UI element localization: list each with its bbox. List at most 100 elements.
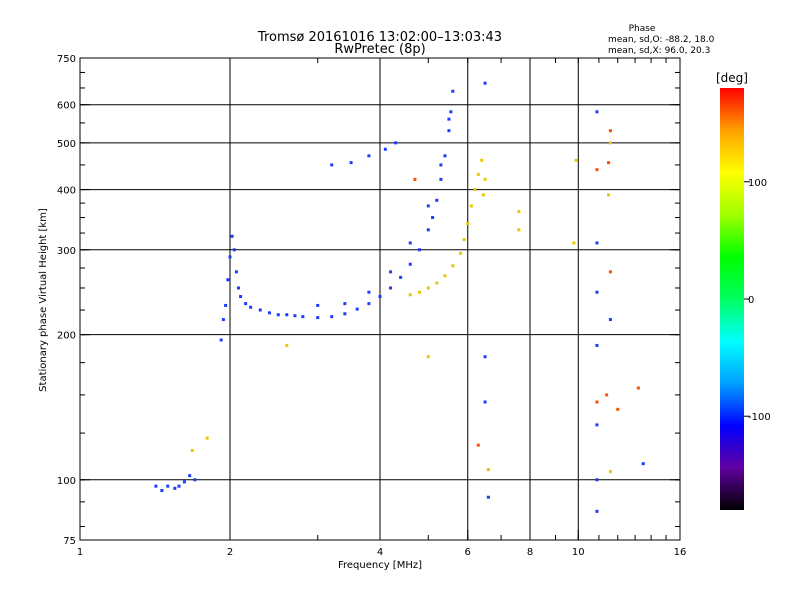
data-point [258, 308, 262, 312]
data-point [367, 302, 371, 306]
data-point [451, 264, 455, 268]
data-point [435, 281, 439, 285]
data-point [486, 495, 490, 499]
data-point [486, 468, 490, 472]
data-point [330, 315, 334, 319]
data-point [458, 251, 462, 255]
data-point [607, 161, 611, 165]
data-point [435, 198, 439, 202]
data-point [367, 154, 371, 158]
data-point [426, 228, 430, 232]
colorbar-label: [deg] [716, 71, 748, 85]
x-tick-label: 2 [227, 547, 233, 558]
data-point [443, 274, 447, 278]
data-point [267, 311, 271, 315]
data-point [190, 449, 194, 453]
data-point [607, 193, 611, 197]
colorbar-tick-label: 100 [748, 178, 767, 189]
x-tick-label: 8 [527, 547, 533, 558]
data-point [301, 315, 305, 319]
stats-o-line: mean, sd,O: -88.2, 18.0 [608, 35, 715, 45]
data-point [595, 509, 599, 513]
data-point [483, 81, 487, 85]
data-point [595, 400, 599, 404]
data-point [232, 248, 236, 252]
data-point [408, 241, 412, 245]
data-point [244, 302, 248, 306]
data-point [219, 338, 223, 342]
data-point [378, 295, 382, 299]
data-point [343, 312, 347, 316]
colorbar [720, 88, 744, 510]
y-tick-label: 400 [57, 186, 76, 197]
data-point [608, 141, 612, 145]
data-point [205, 436, 209, 440]
data-point [605, 393, 609, 397]
data-point [228, 255, 232, 259]
data-point [177, 484, 181, 488]
data-point [426, 286, 430, 290]
data-point [595, 290, 599, 294]
y-axis-ticks: 75 100 200 300 400 500 600 750 [57, 54, 680, 547]
data-point [572, 241, 576, 245]
data-point [595, 110, 599, 114]
data-point [383, 147, 387, 151]
data-point [417, 248, 421, 252]
data-point [343, 302, 347, 306]
data-point [236, 286, 240, 290]
data-point [349, 161, 353, 165]
x-axis-label: Frequency [MHz] [338, 560, 422, 571]
data-point [480, 158, 484, 162]
data-point [166, 484, 170, 488]
y-tick-label: 500 [57, 139, 76, 150]
y-tick-label: 100 [57, 476, 76, 487]
data-point [249, 305, 253, 309]
data-point [224, 303, 228, 307]
data-point [234, 270, 238, 274]
data-point [447, 129, 451, 133]
stats-header: Phase [629, 24, 656, 34]
data-point [483, 400, 487, 404]
data-point [330, 163, 334, 167]
data-point [574, 158, 578, 162]
data-point [462, 238, 466, 242]
y-tick-label: 200 [57, 331, 76, 342]
x-tick-label: 1 [77, 547, 83, 558]
colorbar-tick-label: 0 [748, 295, 754, 306]
data-point [616, 407, 620, 411]
data-point [608, 129, 612, 133]
y-tick-label: 300 [57, 246, 76, 257]
data-point [469, 204, 473, 208]
data-point [316, 316, 320, 320]
stats-x-line: mean, sd,X: 96.0, 20.3 [608, 46, 710, 56]
data-point [408, 262, 412, 266]
data-point [173, 486, 177, 490]
x-tick-label: 16 [674, 547, 687, 558]
x-tick-label: 4 [377, 547, 383, 558]
data-point [417, 290, 421, 294]
data-point [595, 168, 599, 172]
data-point [389, 286, 393, 290]
data-point [476, 443, 480, 447]
data-point [276, 313, 280, 317]
x-axis-ticks: 1 2 4 6 8 10 16 [77, 58, 687, 558]
y-tick-label: 75 [63, 536, 76, 547]
colorbar-tick-label: -100 [748, 412, 771, 423]
data-point [408, 293, 412, 297]
grid-lines [80, 58, 680, 540]
data-point [473, 188, 477, 192]
data-point [595, 478, 599, 482]
data-point [481, 193, 485, 197]
data-point [439, 177, 443, 181]
data-point [483, 355, 487, 359]
data-point [188, 474, 192, 478]
y-tick-label: 750 [57, 54, 76, 65]
y-axis-label: Stationary phase Virtual Height [km] [38, 208, 49, 392]
data-point [476, 172, 480, 176]
data-point [182, 480, 186, 484]
data-points [154, 81, 645, 513]
data-point [413, 177, 417, 181]
data-point [239, 295, 243, 299]
data-point [595, 423, 599, 427]
